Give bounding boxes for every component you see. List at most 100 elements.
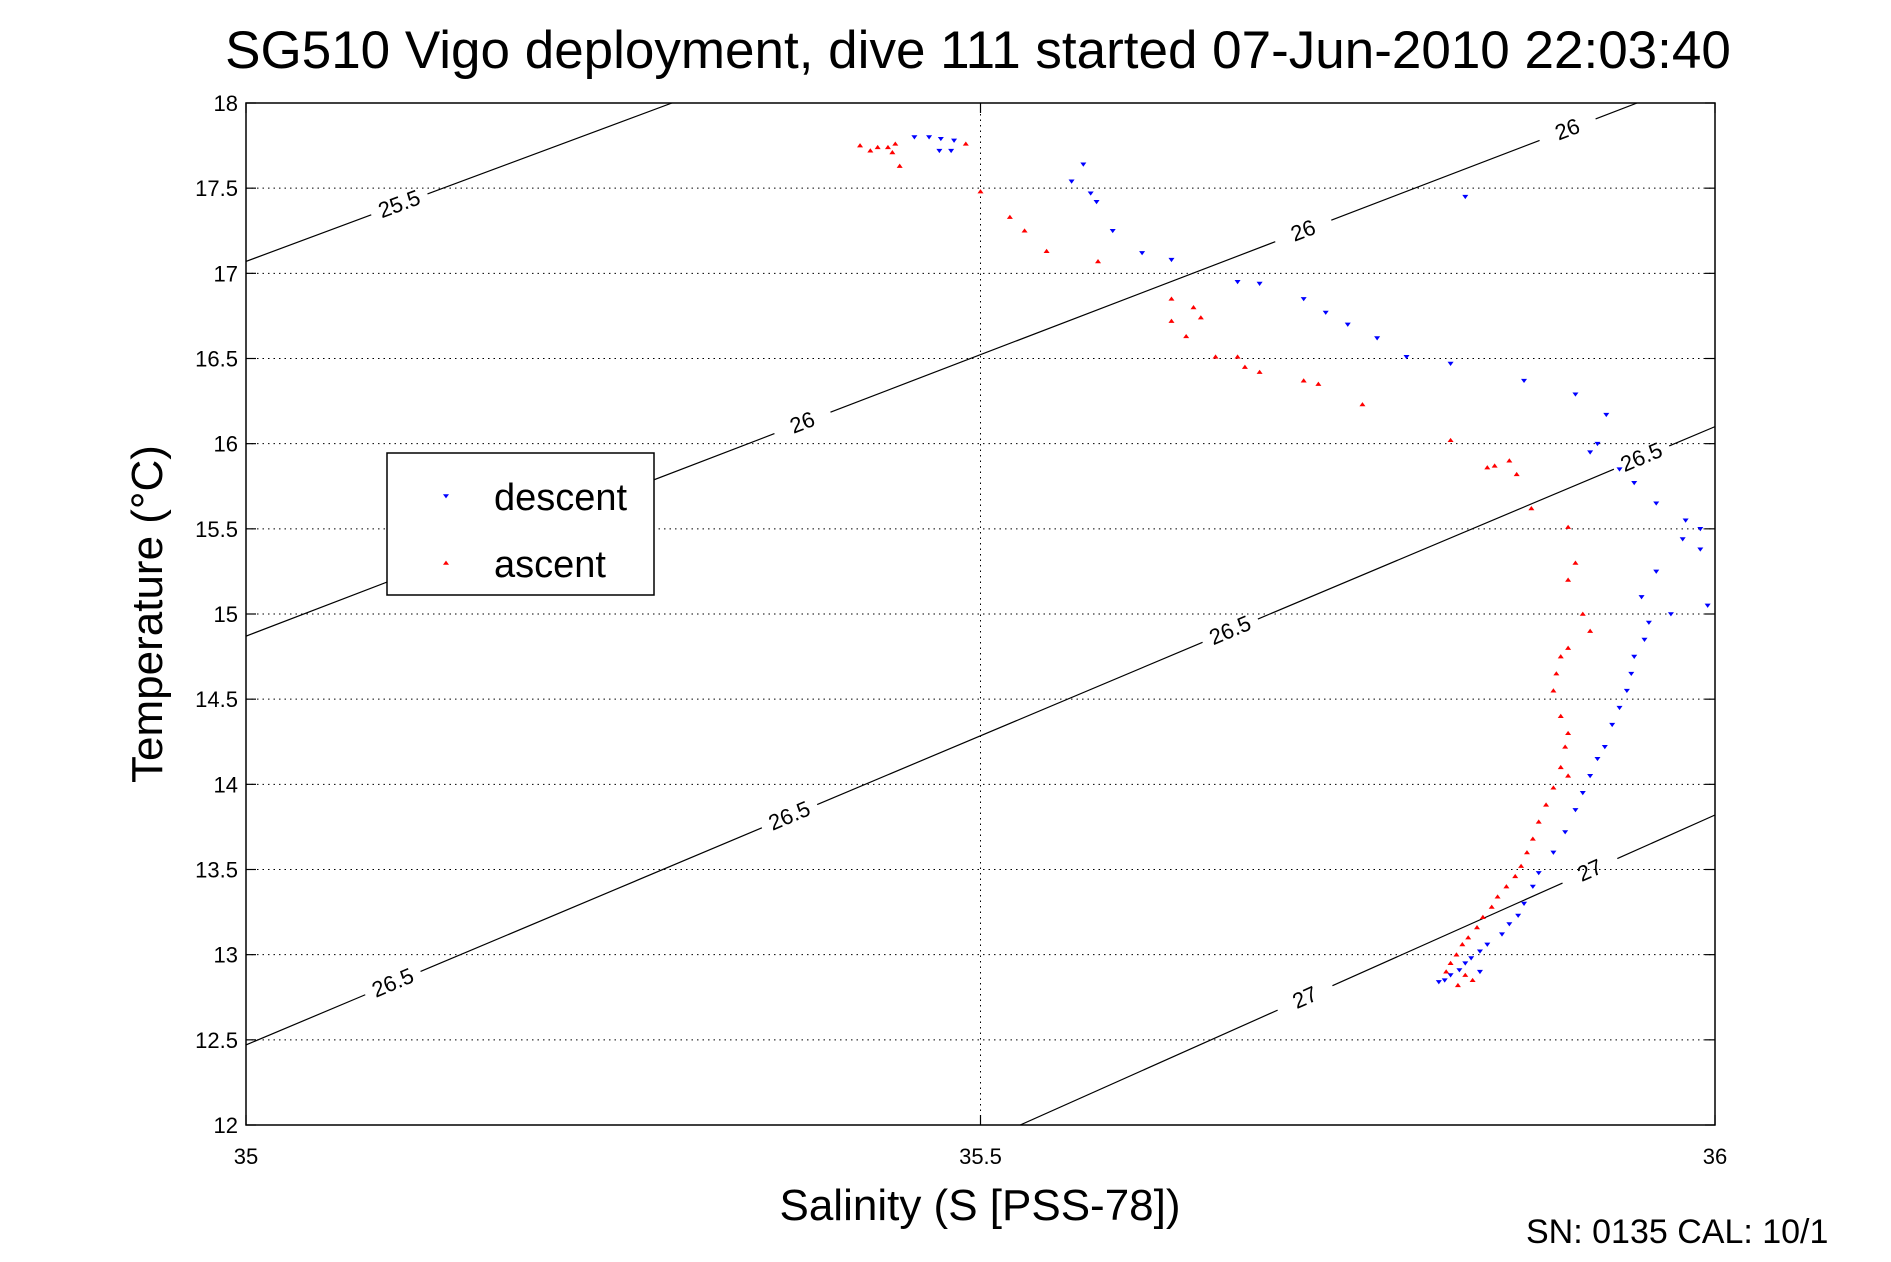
ascent-point bbox=[889, 149, 896, 155]
density-contour-line bbox=[1332, 882, 1563, 987]
ascent-point bbox=[1494, 894, 1501, 899]
descent-point bbox=[1587, 450, 1594, 455]
ascent-point bbox=[1300, 378, 1307, 383]
ascent-point bbox=[1528, 505, 1535, 511]
legend-box bbox=[386, 452, 655, 596]
y-tick-label: 17.5 bbox=[195, 176, 238, 201]
x-tick-label: 35.5 bbox=[959, 1144, 1002, 1169]
ascent-point bbox=[1506, 458, 1513, 463]
legend-label-ascent: ascent bbox=[494, 544, 606, 586]
descent-point bbox=[1093, 199, 1100, 205]
ascent-point bbox=[1465, 935, 1472, 940]
y-tick-label: 18 bbox=[214, 91, 238, 116]
density-contour-line bbox=[1257, 468, 1615, 620]
descent-point bbox=[1645, 620, 1652, 625]
descent-point bbox=[1616, 705, 1623, 711]
descent-point bbox=[1476, 969, 1483, 975]
ascent-point bbox=[1572, 560, 1579, 565]
ascent-point bbox=[1447, 437, 1454, 443]
descent-point bbox=[1631, 481, 1638, 486]
ascent-point bbox=[1469, 977, 1476, 983]
legend-label-descent: descent bbox=[494, 477, 628, 519]
descent-point bbox=[1628, 671, 1635, 677]
descent-point bbox=[1594, 756, 1601, 762]
descent-point bbox=[1550, 850, 1557, 855]
ascent-point bbox=[1479, 914, 1486, 919]
ascent-point bbox=[1513, 471, 1520, 477]
y-tick-label: 13.5 bbox=[195, 858, 238, 883]
descent-point bbox=[1456, 968, 1463, 973]
y-tick-label: 16 bbox=[214, 432, 238, 457]
descent-point bbox=[1653, 501, 1660, 506]
descent-point bbox=[1068, 179, 1075, 184]
descent-point bbox=[1667, 612, 1674, 617]
ascent-point bbox=[1454, 982, 1461, 988]
ascent-point bbox=[1459, 942, 1466, 947]
descent-point bbox=[1521, 378, 1528, 384]
descent-point bbox=[948, 148, 955, 154]
ascent-point bbox=[1241, 364, 1248, 369]
ascent-point bbox=[1453, 952, 1460, 957]
ascent-point bbox=[857, 143, 864, 148]
descent-point bbox=[936, 148, 943, 154]
descent-point bbox=[1435, 980, 1442, 985]
descent-point bbox=[1529, 884, 1536, 889]
ascent-point bbox=[1190, 305, 1197, 310]
y-tick-label: 15 bbox=[214, 602, 238, 627]
descent-point bbox=[1609, 722, 1616, 728]
descent-point bbox=[1447, 973, 1454, 978]
legend-marker-ascent bbox=[443, 560, 449, 565]
ascent-point bbox=[1484, 465, 1491, 470]
descent-point bbox=[1616, 467, 1623, 472]
descent-point bbox=[1441, 978, 1448, 983]
ascent-point bbox=[1359, 402, 1366, 407]
y-tick-label: 12.5 bbox=[195, 1028, 238, 1053]
y-tick-label: 13 bbox=[214, 943, 238, 968]
descent-point bbox=[1322, 310, 1329, 315]
ascent-point bbox=[1095, 259, 1102, 264]
ascent-point bbox=[1488, 904, 1495, 909]
ascent-point bbox=[1006, 214, 1013, 219]
ascent-point bbox=[1565, 577, 1572, 582]
descent-point bbox=[1080, 162, 1087, 167]
descent-point bbox=[1515, 913, 1522, 918]
density-contours bbox=[246, 103, 1715, 1125]
density-contour-line bbox=[1617, 814, 1715, 860]
descent-point bbox=[1603, 412, 1610, 418]
descent-point bbox=[1168, 257, 1175, 263]
ascent-point bbox=[1579, 611, 1586, 616]
legend-marker-descent bbox=[443, 494, 449, 499]
ascent-point bbox=[1183, 333, 1190, 339]
descent-point bbox=[1476, 949, 1483, 954]
density-contour-line bbox=[420, 827, 763, 973]
ascent-point bbox=[867, 148, 874, 153]
descent-point bbox=[951, 138, 958, 143]
descent-point bbox=[926, 135, 933, 140]
ascent-point bbox=[1168, 318, 1175, 323]
ascent-point bbox=[1550, 785, 1557, 790]
ascent-point bbox=[1518, 863, 1525, 868]
x-tick-label: 35 bbox=[234, 1144, 258, 1169]
ascent-point bbox=[1565, 524, 1572, 529]
ascent-point bbox=[1557, 654, 1564, 659]
ascent-point bbox=[1523, 850, 1530, 855]
ascent-point bbox=[1535, 819, 1542, 824]
y-tick-label: 12 bbox=[214, 1113, 238, 1138]
ascent-point bbox=[892, 141, 899, 146]
descent-point bbox=[1300, 297, 1307, 302]
descent-point bbox=[1623, 688, 1630, 694]
descent-point bbox=[1572, 392, 1579, 397]
descent-point bbox=[1697, 547, 1704, 552]
density-contour-line bbox=[246, 994, 366, 1046]
descent-point bbox=[1521, 901, 1528, 906]
ascent-point bbox=[874, 144, 881, 150]
descent-point bbox=[1631, 654, 1638, 659]
descent-point bbox=[1679, 537, 1686, 542]
descent-point bbox=[1403, 354, 1410, 360]
descent-point bbox=[1462, 961, 1469, 966]
ascent-point bbox=[1557, 713, 1564, 718]
descent-point bbox=[1498, 932, 1505, 937]
ascent-point bbox=[896, 163, 903, 168]
descent-point bbox=[1641, 637, 1648, 642]
density-contour-line bbox=[1019, 1009, 1278, 1125]
